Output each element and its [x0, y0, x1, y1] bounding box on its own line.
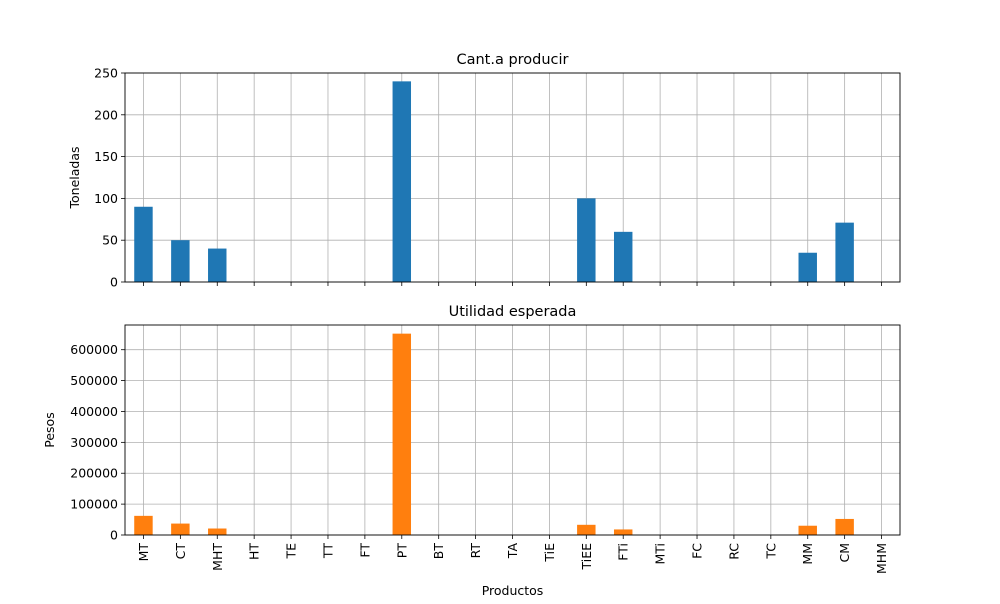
bar-pt: [392, 333, 412, 535]
x-tick-label-tie: TiE: [542, 543, 557, 563]
x-axis-label: Productos: [482, 583, 544, 598]
chart-title: Cant.a producir: [456, 52, 568, 68]
panel-pesos: 0 100000 200000 300000 400000 500000 600000 MT C…: [42, 304, 901, 598]
bar-fti: [613, 231, 633, 282]
y-tick-label: 300000: [70, 435, 118, 450]
chart-title: Utilidad esperada: [449, 304, 577, 320]
y-tick-label: 600000: [70, 342, 118, 357]
y-tick-label: 50: [102, 233, 118, 248]
axes-frame: [124, 72, 901, 283]
bar-cm: [835, 222, 854, 282]
x-tick-label-pt: PT: [394, 543, 409, 559]
y-tick-label: 400000: [70, 404, 118, 419]
x-tick-label-tt: TT: [320, 543, 335, 559]
x-tick-label-fti: FTi: [616, 543, 631, 561]
y-tick-label: 100000: [70, 497, 118, 512]
x-tick-label-ta: TA: [505, 543, 520, 560]
x-tick-label-ct: CT: [173, 543, 188, 560]
x-tick-label-mht: MHT: [210, 543, 225, 571]
bar-fti: [613, 529, 633, 535]
x-tick-label-tc: TC: [763, 543, 778, 560]
bar-ct: [171, 523, 190, 535]
y-tick-label: 200000: [70, 466, 118, 481]
x-tick-label-ht: HT: [247, 543, 262, 560]
bar-pt: [392, 81, 412, 282]
bar-mht: [208, 248, 227, 282]
x-tick-label-fc: FC: [690, 543, 705, 559]
x-tick-label-mm: MM: [800, 543, 815, 565]
x-tick-label-tiee: TiEE: [579, 543, 594, 571]
y-tick-label: 500000: [70, 373, 118, 388]
x-tick-label-rc: RC: [726, 543, 741, 560]
y-axis-label: Pesos: [42, 412, 57, 447]
y-tick-label: 200: [94, 107, 118, 122]
y-tick-label: 250: [94, 66, 118, 81]
x-tick-label-ft: FT: [357, 543, 372, 558]
x-tick-label-mt: MT: [136, 543, 151, 562]
y-axis-label: Toneladas: [67, 146, 82, 209]
panel-toneladas: 0 50 100 150 200 250 Cant.a producir Toneladas: [67, 52, 901, 290]
x-tick-label-cm: CM: [837, 543, 852, 563]
x-tick-label-bt: BT: [431, 543, 446, 560]
bar-mm: [798, 252, 817, 282]
bar-cm: [835, 518, 854, 535]
axes-frame: [124, 324, 901, 536]
bar-tiee: [577, 198, 596, 282]
bar-mt: [134, 206, 153, 282]
bar-tiee: [577, 524, 596, 535]
bar-mm: [798, 525, 817, 535]
x-tick-label-mti: MTi: [653, 543, 668, 565]
x-tick-label-te: TE: [284, 543, 299, 560]
bar-ct: [171, 240, 190, 282]
y-tick-label: 100: [94, 191, 118, 206]
bar-mht: [208, 528, 227, 535]
bar-mt: [134, 515, 153, 535]
x-tick-label-rt: RT: [468, 543, 483, 559]
x-tick-label-mhm: MHM: [874, 543, 889, 574]
y-tick-label: 0: [110, 528, 118, 543]
y-tick-label: 0: [110, 275, 118, 290]
y-tick-label: 150: [94, 149, 118, 164]
